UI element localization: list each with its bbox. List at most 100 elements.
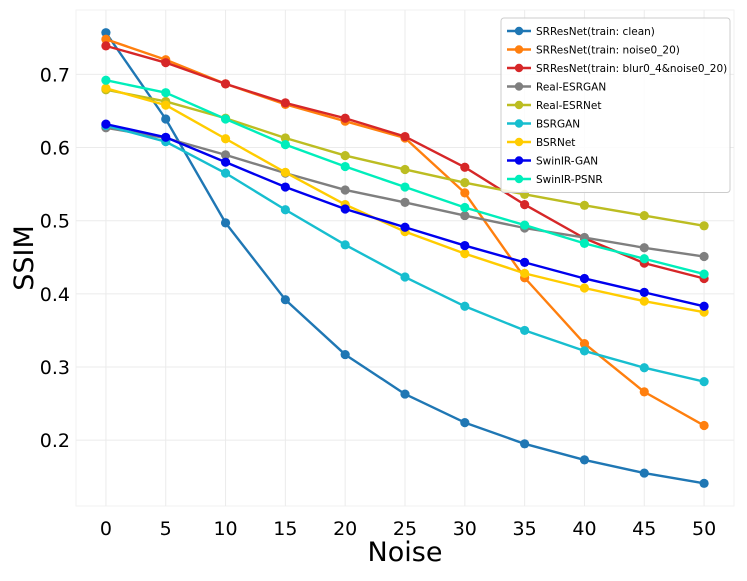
x-tick-label: 40	[572, 518, 596, 540]
data-point	[460, 202, 470, 213]
y-axis-ticks: 0.2 0.3 0.4 0.5 0.6 0.7	[40, 64, 70, 452]
data-point	[639, 210, 649, 221]
data-point	[340, 150, 350, 161]
data-point	[220, 218, 231, 228]
data-point	[699, 420, 709, 431]
data-point	[579, 283, 590, 293]
data-point	[101, 41, 111, 51]
data-point	[400, 131, 410, 142]
legend-label: SwinIR-PSNR	[536, 174, 603, 186]
data-point	[639, 387, 649, 397]
data-point	[220, 79, 231, 89]
x-tick-label: 25	[393, 518, 417, 540]
legend-item: BSRNet	[507, 137, 575, 149]
data-point	[220, 134, 231, 144]
x-tick-label: 0	[100, 518, 112, 540]
data-point	[340, 349, 350, 360]
data-point	[340, 204, 350, 214]
data-point	[161, 114, 171, 124]
y-tick-label: 0.3	[40, 357, 70, 379]
data-point	[220, 150, 231, 160]
legend-item: SRResNet(train: blur0_4&noise0_20)	[507, 63, 727, 75]
data-point	[579, 273, 590, 284]
series-lines	[101, 28, 709, 488]
data-point	[340, 161, 350, 172]
data-point	[639, 243, 649, 253]
data-point	[520, 257, 530, 267]
data-point	[340, 240, 350, 250]
x-tick-label: 20	[333, 518, 357, 540]
legend-swatch-marker	[514, 82, 524, 91]
legend-label: SRResNet(train: blur0_4&noise0_20)	[536, 63, 727, 75]
y-tick-label: 0.5	[40, 211, 70, 233]
legend-item: SwinIR-GAN	[507, 156, 598, 168]
data-point	[639, 296, 649, 306]
data-point	[220, 168, 231, 178]
data-point	[520, 199, 530, 210]
data-point	[101, 83, 111, 93]
data-point	[520, 325, 530, 336]
data-point	[460, 249, 470, 259]
data-point	[400, 197, 410, 208]
data-point	[280, 98, 290, 108]
data-point	[101, 28, 111, 38]
y-axis-label: SSIM	[9, 225, 40, 291]
data-point	[639, 363, 649, 373]
data-point	[340, 113, 350, 123]
data-point	[699, 269, 709, 279]
legend-swatch-marker	[514, 137, 524, 147]
x-tick-label: 45	[632, 518, 656, 540]
data-point	[280, 295, 290, 305]
legend-item: SRResNet(train: noise0_20)	[507, 45, 680, 57]
data-point	[699, 301, 709, 311]
data-point	[460, 418, 470, 428]
data-point	[400, 272, 410, 282]
data-point	[161, 58, 171, 68]
data-point	[520, 439, 530, 449]
x-tick-label: 30	[453, 518, 477, 540]
data-point	[280, 182, 290, 192]
data-point	[699, 251, 709, 262]
legend-item: Real-ESRNet	[507, 100, 601, 112]
legend-swatch-marker	[514, 156, 524, 165]
data-point	[699, 478, 709, 488]
data-point	[460, 178, 470, 188]
series-group	[101, 119, 709, 311]
series-group	[101, 28, 709, 488]
data-point	[460, 162, 470, 172]
data-point	[101, 119, 111, 129]
data-point	[639, 287, 649, 297]
data-point	[101, 34, 111, 44]
data-point	[220, 157, 231, 167]
legend-box	[500, 17, 731, 193]
legend-label: SwinIR-GAN	[536, 156, 598, 168]
data-point	[460, 301, 470, 311]
x-tick-label: 50	[692, 518, 716, 540]
legend-item: Real-ESRGAN	[507, 82, 606, 94]
legend-swatch-marker	[514, 63, 524, 73]
data-point	[460, 210, 470, 221]
legend-swatch-marker	[514, 119, 524, 128]
data-point	[101, 75, 111, 85]
data-point	[280, 140, 290, 150]
data-point	[220, 114, 231, 124]
legend-label: BSRNet	[536, 137, 575, 149]
data-point	[460, 188, 470, 198]
data-point	[400, 164, 410, 175]
y-tick-label: 0.7	[40, 64, 70, 86]
data-point	[161, 88, 171, 98]
legend-swatch-marker	[514, 26, 524, 36]
legend-item: BSRGAN	[507, 119, 580, 131]
data-point	[579, 346, 590, 356]
data-point	[280, 133, 290, 143]
legend-label: Real-ESRGAN	[536, 82, 606, 94]
series-group	[101, 75, 709, 279]
data-point	[579, 455, 590, 465]
x-tick-label: 35	[513, 518, 537, 540]
legend-label: BSRGAN	[536, 119, 580, 131]
legend-swatch-marker	[514, 100, 524, 110]
x-tick-label: 10	[213, 518, 237, 540]
x-axis-ticks: 0 5 10 15 20 25 30 35 40 45 50	[100, 518, 716, 540]
